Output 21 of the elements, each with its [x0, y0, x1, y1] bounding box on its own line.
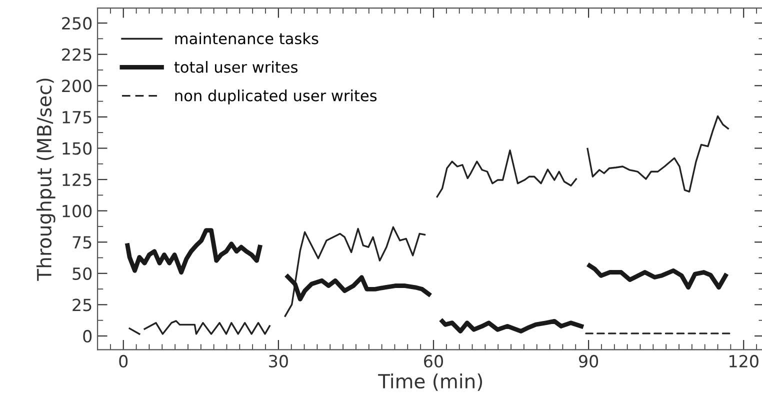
y-tick-label: 75	[72, 236, 92, 249]
y-tick-label: 250	[62, 17, 92, 30]
y-tick-label: 125	[62, 173, 92, 186]
y-tick-label: 225	[62, 48, 92, 61]
y-tick-label: 175	[62, 111, 92, 124]
y-tick-label: 150	[62, 142, 92, 155]
x-tick-label: 90	[579, 354, 598, 368]
legend-label: maintenance tasks	[175, 32, 318, 44]
y-tick-label: 50	[72, 267, 92, 280]
legend-label: non duplicated user writes	[175, 90, 377, 104]
x-tick-label: 60	[424, 354, 443, 368]
x-axis-title: Time (min)	[378, 374, 482, 391]
x-tick-label: 120	[730, 354, 758, 368]
y-tick-label: 100	[62, 204, 92, 218]
y-tick-label: 200	[62, 80, 92, 92]
y-axis-title: Throughput (MB/sec)	[36, 78, 56, 281]
y-tick-label: 0	[83, 330, 92, 343]
legend-label: total user writes	[174, 61, 298, 73]
x-tick-label: 0	[119, 354, 128, 368]
y-tick-label: 25	[72, 298, 92, 312]
x-tick-label: 30	[269, 354, 288, 368]
